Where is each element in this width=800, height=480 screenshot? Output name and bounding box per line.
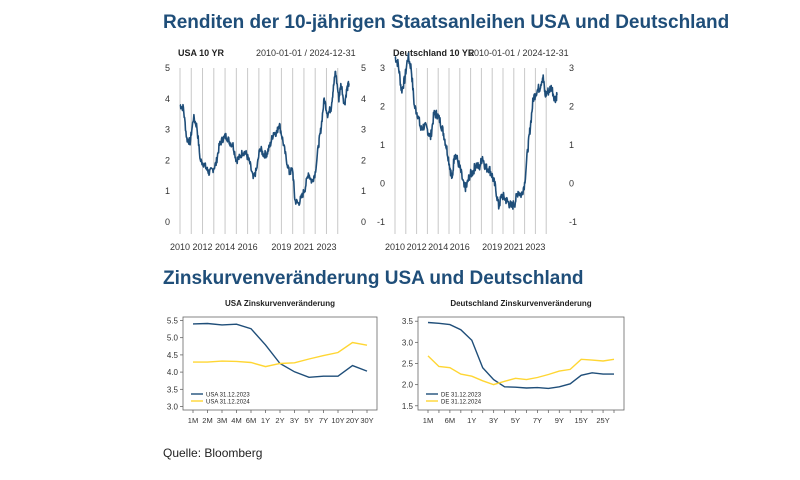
y-tick-label: 3.5 <box>167 385 179 394</box>
y-tick-label-right: 3 <box>361 125 366 135</box>
x-tick-label: 5Y <box>304 416 313 425</box>
section-title-yields: Renditen der 10-jährigen Staatsanleihen … <box>163 12 730 33</box>
x-tick-label: 7Y <box>319 416 328 425</box>
y-tick-label: 4.5 <box>167 351 179 360</box>
x-tick-label: 2012 <box>193 242 213 252</box>
y-tick-label: 5.0 <box>167 334 179 343</box>
y-tick-label-right: 5 <box>361 63 366 73</box>
y-tick-label: 2.5 <box>402 360 414 369</box>
series-line-1 <box>427 355 615 386</box>
x-tick-label: 30Y <box>360 416 373 425</box>
x-tick-label: 5Y <box>511 416 520 425</box>
y-tick-label: 3.0 <box>167 403 179 412</box>
x-tick-label: 6M <box>445 416 455 425</box>
x-tick-label: 1M <box>188 416 198 425</box>
source-note: Quelle: Bloomberg <box>163 446 263 460</box>
x-tick-label: 2019 <box>271 242 291 252</box>
y-tick-label-right: -1 <box>569 217 577 227</box>
chart-usa-yield-curve: USA Zinskurvenveränderung 3.0 3.5 4.0 4.5 5.0… <box>167 299 378 425</box>
legend-label: USA 31.12.2024 <box>206 400 250 406</box>
x-tick-label: 10Y <box>331 416 344 425</box>
x-tick-label: 2023 <box>525 242 545 252</box>
y-tick-label: 2.0 <box>402 381 414 390</box>
y-tick-label: 3.0 <box>402 338 414 347</box>
x-tick-label: 3Y <box>489 416 498 425</box>
series-line <box>179 70 350 206</box>
y-tick-label-left: 3 <box>165 125 170 135</box>
x-tick-label: 7Y <box>533 416 542 425</box>
y-tick-label-right: 3 <box>569 63 574 73</box>
chart-title: Deutschland Zinskurvenveränderung <box>450 299 591 308</box>
y-tick-label: 3.5 <box>402 317 414 326</box>
x-tick-label: 15Y <box>574 416 587 425</box>
x-tick-label: 4M <box>231 416 241 425</box>
y-tick-label-right: 4 <box>361 94 366 104</box>
legend-label: USA 31.12.2023 <box>206 393 250 399</box>
x-tick-label: 2021 <box>294 242 314 252</box>
chart-de-yield-curve: Deutschland Zinskurvenveränderung 1.5 2.0 2… <box>402 299 625 425</box>
y-tick-label: 5.5 <box>167 316 179 325</box>
chart-title: USA Zinskurvenveränderung <box>225 299 335 308</box>
x-tick-label: 6M <box>246 416 256 425</box>
x-tick-label: 2014 <box>215 242 235 252</box>
x-tick-label: 2Y <box>275 416 284 425</box>
y-tick-label: 1.5 <box>402 402 414 411</box>
chart-subtitle: 2010-01-01 / 2024-12-31 <box>469 48 569 58</box>
x-tick-label: 2012 <box>407 242 427 252</box>
x-tick-label: 25Y <box>596 416 609 425</box>
y-tick-label-right: 2 <box>361 155 366 165</box>
chart-subtitle: 2010-01-01 / 2024-12-31 <box>256 48 356 58</box>
x-tick-label: 2016 <box>238 242 258 252</box>
y-tick-label-left: -1 <box>377 217 385 227</box>
y-tick-label-left: 4 <box>165 94 170 104</box>
y-tick-label-left: 2 <box>380 102 385 112</box>
y-tick-label-right: 0 <box>361 217 366 227</box>
x-tick-label: 2010 <box>385 242 405 252</box>
chart-title: USA 10 YR <box>178 48 225 58</box>
y-tick-label-left: 3 <box>380 63 385 73</box>
x-tick-label: 2M <box>202 416 212 425</box>
series-line-1 <box>193 341 368 368</box>
y-tick-label-right: 0 <box>569 179 574 189</box>
legend-label: DE 31.12.2024 <box>441 400 482 406</box>
series-line <box>394 52 558 210</box>
y-tick-label-left: 0 <box>380 179 385 189</box>
x-tick-label: 20Y <box>346 416 359 425</box>
x-tick-label: 3M <box>217 416 227 425</box>
section-title-yield-curves: Zinskurvenveränderung USA und Deutschlan… <box>163 268 584 289</box>
x-tick-label: 2021 <box>504 242 524 252</box>
y-tick-label-left: 2 <box>165 155 170 165</box>
x-tick-label: 2014 <box>428 242 448 252</box>
y-tick-label-right: 1 <box>569 140 574 150</box>
x-tick-label: 3Y <box>290 416 299 425</box>
y-tick-label: 4.0 <box>167 368 179 377</box>
y-tick-label-left: 5 <box>165 63 170 73</box>
y-tick-label-left: 1 <box>380 140 385 150</box>
x-tick-label: 1Y <box>261 416 270 425</box>
x-tick-label: 1Y <box>467 416 476 425</box>
y-tick-label-right: 2 <box>569 102 574 112</box>
y-tick-label-left: 0 <box>165 217 170 227</box>
y-tick-label-left: 1 <box>165 186 170 196</box>
y-tick-label-right: 1 <box>361 186 366 196</box>
x-tick-label: 2010 <box>170 242 190 252</box>
legend-label: DE 31.12.2023 <box>441 393 482 399</box>
x-tick-label: 2016 <box>450 242 470 252</box>
x-tick-label: 9Y <box>555 416 564 425</box>
series-line-0 <box>427 321 614 390</box>
x-tick-label: 1M <box>423 416 433 425</box>
x-tick-label: 2023 <box>316 242 336 252</box>
x-tick-label: 2019 <box>482 242 502 252</box>
chart-title: Deutschland 10 YR <box>393 48 475 58</box>
